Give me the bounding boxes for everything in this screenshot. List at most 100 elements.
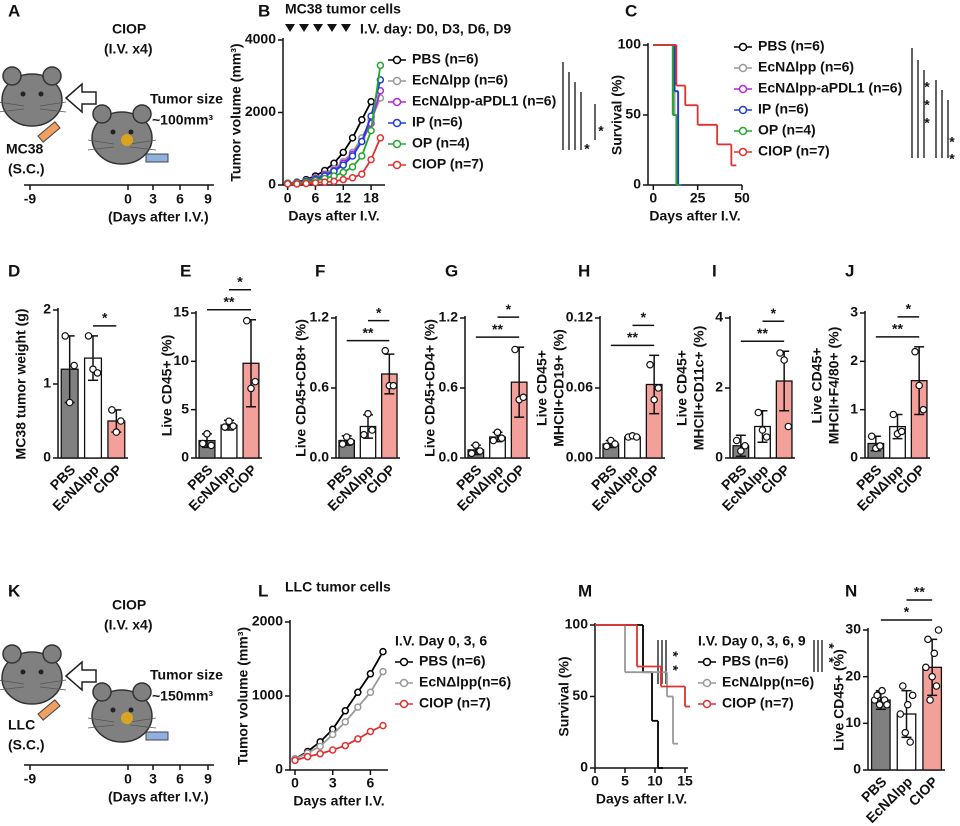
- y-tick-label: 0: [275, 761, 283, 777]
- data-point: [229, 422, 238, 430]
- x-axis-label: Days after I.V.: [293, 793, 384, 809]
- data-point: [519, 393, 528, 402]
- data-point: [924, 635, 932, 644]
- data-point: [611, 440, 619, 448]
- schematic-k: CIOP (I.V. x4) Tumor size ~150mm³ LLC (S…: [0, 597, 223, 805]
- data-point: [354, 688, 362, 697]
- mouse-icon: [0, 66, 67, 127]
- y-tick-label: 1000: [252, 687, 283, 703]
- panel-letter: C: [625, 1, 637, 20]
- panel-letter: F: [315, 261, 325, 280]
- data-point: [934, 626, 943, 634]
- y-tick-label: 2: [850, 352, 858, 368]
- data-point: [339, 168, 348, 177]
- data-point: [207, 441, 216, 450]
- data-point: [366, 688, 375, 697]
- data-point: [784, 422, 793, 431]
- sig-label: *: [771, 305, 777, 321]
- y-axis-label: Live CD45+: [674, 350, 690, 426]
- dose-marker: [341, 24, 351, 32]
- data-point: [198, 439, 207, 448]
- legend-label: CIOP (n=7): [419, 695, 491, 711]
- panel-letter: E: [180, 261, 191, 280]
- data-point: [654, 384, 663, 392]
- sig-label: *: [821, 643, 837, 649]
- panel-letter: D: [8, 261, 20, 280]
- data-point: [358, 170, 366, 178]
- data-point: [348, 174, 357, 182]
- tumor-icon: [121, 134, 133, 146]
- y-tick-label: 0.12: [566, 309, 593, 325]
- timeline-tick-label: 6: [176, 191, 184, 207]
- data-point: [493, 428, 502, 437]
- data-point: [915, 381, 923, 390]
- syringe: [145, 731, 169, 741]
- data-point: [878, 686, 886, 695]
- legend-marker: [702, 657, 712, 667]
- y-tick-label: 4: [715, 309, 723, 325]
- data-point: [70, 361, 78, 370]
- legend-label: CIOP (n=7): [758, 143, 830, 159]
- x-tick-label: 6: [312, 190, 320, 206]
- data-point: [932, 682, 941, 690]
- legend-label: IP (n=6): [412, 114, 463, 130]
- data-point: [875, 700, 884, 709]
- data-point: [341, 741, 350, 750]
- legend-marker: [702, 699, 712, 709]
- y-axis-label: Live CD45+CD4+ (%): [422, 319, 438, 457]
- data-point: [328, 730, 337, 739]
- legend-label: EcNΔlpp (n=6): [412, 72, 508, 88]
- data-point: [650, 395, 658, 404]
- panel-letter: H: [578, 261, 590, 280]
- model: LLC: [8, 717, 35, 733]
- data-point: [922, 663, 930, 672]
- data-point: [339, 175, 348, 184]
- sig-label: *: [904, 604, 910, 620]
- data-point: [348, 152, 357, 160]
- data-point: [889, 410, 898, 419]
- legend-marker: [399, 678, 409, 688]
- data-point: [61, 332, 69, 340]
- x-axis-label: Days after I.V.: [288, 208, 379, 224]
- arrow: [64, 660, 97, 692]
- data-point: [302, 179, 310, 188]
- data-point: [758, 426, 767, 434]
- y-axis-label: Live CD45+: [534, 350, 550, 426]
- sig-label: *: [949, 134, 955, 150]
- data-point: [339, 161, 348, 169]
- x-tick-label: 0: [291, 775, 299, 791]
- data-point: [342, 433, 351, 441]
- x-tick-label: CIOP: [905, 773, 941, 809]
- model: MC38: [6, 141, 44, 157]
- y-tick-label: 15: [173, 304, 189, 320]
- series-line: [294, 651, 384, 760]
- panel-letter: M: [578, 581, 592, 600]
- sig-label: *: [102, 310, 108, 326]
- data-point: [908, 691, 917, 700]
- chart-title: MC38 tumor cells: [285, 1, 401, 17]
- chart-title: LLC tumor cells: [285, 579, 391, 595]
- y-tick-label: 3: [850, 304, 858, 320]
- y-axis-label: MHCII+CD19+ (%): [551, 329, 567, 446]
- sig-label: *: [924, 79, 930, 95]
- data-point: [379, 647, 387, 656]
- dose-marker: [285, 24, 295, 32]
- data-point: [220, 423, 229, 431]
- data-point: [247, 384, 255, 393]
- treatment: CIOP: [112, 597, 146, 613]
- y-tick-label: 2000: [245, 103, 276, 119]
- size-label: Tumor size: [150, 91, 223, 107]
- data-point: [358, 137, 366, 146]
- y-axis-label: Live CD45+: [809, 348, 825, 424]
- timeline-tick-label: 0: [124, 191, 132, 207]
- data-point: [368, 426, 376, 434]
- x-axis-label: Days after I.V.: [649, 208, 740, 224]
- sig-label: *: [641, 309, 647, 325]
- data-point: [358, 152, 366, 160]
- legend-label: PBS (n=6): [419, 653, 486, 669]
- panel-letter: G: [445, 261, 458, 280]
- syringe: [37, 699, 61, 721]
- data-point: [338, 440, 347, 448]
- y-tick-label: 0: [181, 449, 189, 465]
